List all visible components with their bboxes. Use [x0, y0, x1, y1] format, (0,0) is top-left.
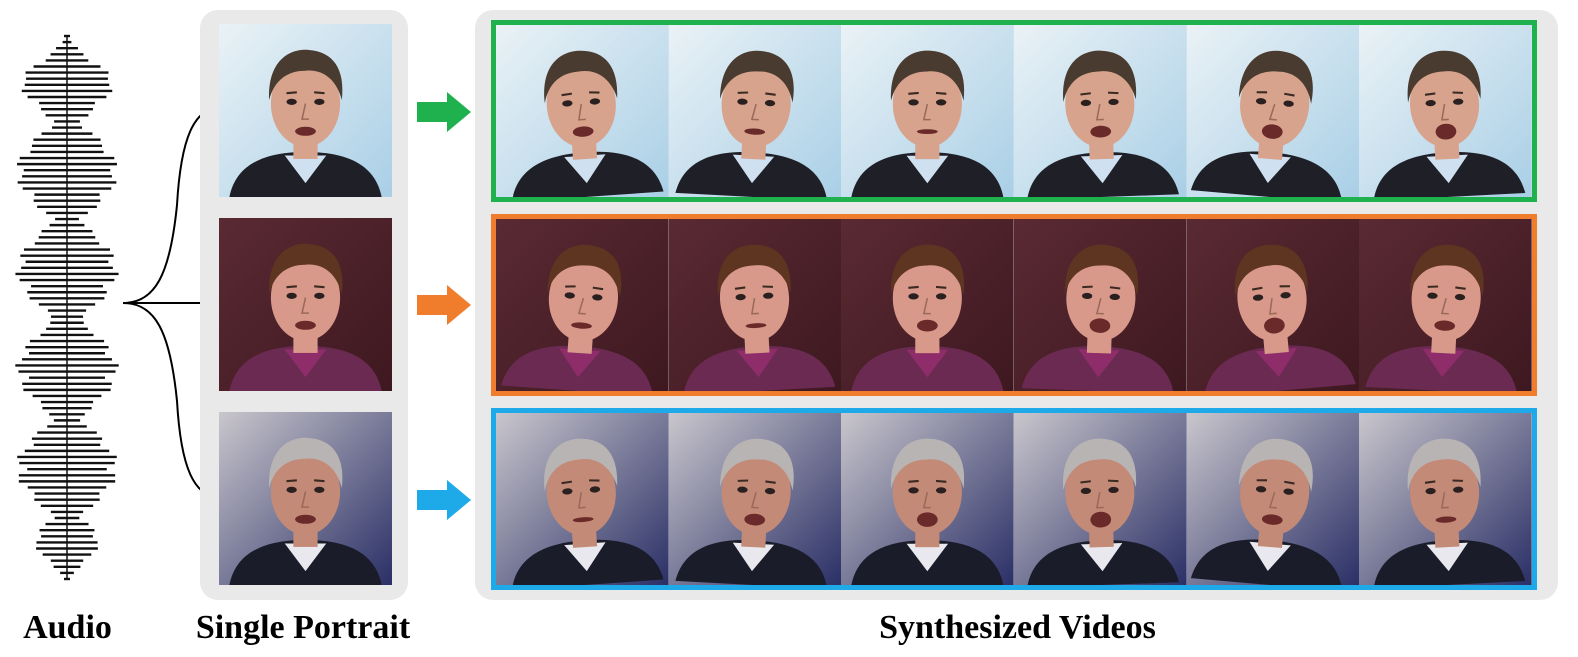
video-frame [1359, 413, 1532, 585]
video-frame [1186, 413, 1360, 585]
frame-face-3-3 [841, 413, 1015, 585]
video-frame [1186, 219, 1360, 391]
frame-face-2-5 [1186, 219, 1360, 391]
video-frame [496, 25, 669, 197]
frame-face-1-3 [841, 25, 1015, 197]
video-frame [1359, 219, 1532, 391]
frame-face-1-2 [668, 25, 842, 197]
audio-waveform-icon [15, 34, 119, 581]
portrait-3 [219, 412, 392, 585]
video-frame [1014, 25, 1187, 197]
video-frame [1359, 25, 1532, 197]
portrait-2 [219, 218, 392, 391]
frame-face-3-4 [1014, 413, 1187, 585]
video-frame [668, 219, 842, 391]
video-frame [496, 219, 669, 391]
frame-face-1-6 [1359, 25, 1532, 197]
single-portrait-caption: Single Portrait [195, 609, 411, 646]
synthesized-videos-caption: Synthesized Videos [879, 609, 1156, 646]
right-arrow-icon [417, 92, 471, 132]
frame-face-3-2 [668, 413, 842, 585]
video-frame [1186, 25, 1360, 197]
video-strip-3 [491, 408, 1537, 590]
portrait-face-3 [219, 412, 392, 585]
blue-arrow [417, 480, 471, 520]
orange-arrow [417, 285, 471, 325]
frame-face-2-4 [1014, 219, 1187, 391]
frame-face-2-3 [841, 219, 1015, 391]
arrow-to-portrait-3 [122, 302, 220, 502]
frame-face-1-5 [1186, 25, 1360, 197]
audio-caption: Audio [23, 609, 112, 646]
portrait-face-1 [219, 24, 392, 197]
video-frame [668, 413, 842, 585]
video-frame [841, 219, 1015, 391]
video-frame [841, 25, 1015, 197]
arrow-to-portrait-1 [122, 103, 220, 304]
video-strip-1 [491, 20, 1537, 202]
video-frame [496, 413, 669, 585]
green-arrow [417, 92, 471, 132]
video-frame [1014, 219, 1187, 391]
video-frame [668, 25, 842, 197]
video-frame [841, 413, 1015, 585]
frame-face-2-2 [668, 219, 842, 391]
frame-face-1-1 [496, 25, 669, 197]
video-frame [1014, 413, 1187, 585]
portrait-face-2 [219, 218, 392, 391]
right-arrow-icon [417, 480, 471, 520]
portrait-1 [219, 24, 392, 197]
frame-face-1-4 [1014, 25, 1187, 197]
frame-face-2-1 [496, 219, 669, 391]
frame-face-3-1 [496, 413, 669, 585]
frame-face-3-6 [1359, 413, 1532, 585]
video-strip-2 [491, 214, 1537, 396]
frame-face-3-5 [1186, 413, 1360, 585]
right-arrow-icon [417, 285, 471, 325]
frame-face-2-6 [1359, 219, 1532, 391]
